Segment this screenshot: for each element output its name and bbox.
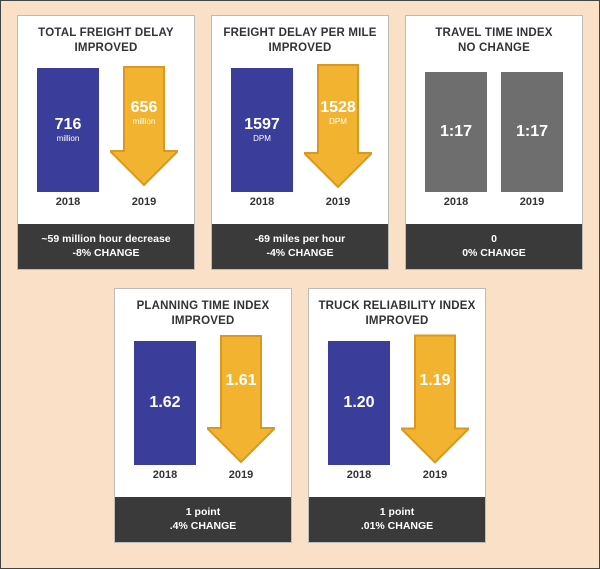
- bar-2018-value: 1.20: [343, 395, 374, 411]
- footer-line2: .4% CHANGE: [119, 519, 287, 533]
- bar-2019-label: 656 million: [113, 100, 175, 126]
- year-labels: 2018 2019: [125, 469, 281, 481]
- chart-area: 1.20 1.19 2018 2019: [309, 337, 485, 487]
- chart-area: 1.62 1.61 2018 2019: [115, 337, 291, 487]
- bar-2019-value: 1:17: [516, 124, 548, 140]
- bar-2019: 1:17: [501, 72, 563, 192]
- footer-line2: -4% CHANGE: [216, 246, 384, 260]
- bar-2019-unit: DPM: [307, 117, 369, 126]
- year-labels: 2018 2019: [28, 196, 184, 208]
- year-2018: 2018: [37, 196, 99, 208]
- card-footer: 0 0% CHANGE: [406, 224, 582, 269]
- bar-2019-value: 1528: [307, 100, 369, 116]
- bars: 1597 DPM 1528 DPM: [222, 64, 378, 192]
- year-2019: 2019: [307, 196, 369, 208]
- year-2019: 2019: [113, 196, 175, 208]
- card-title-line2: IMPROVED: [172, 315, 235, 327]
- year-2019: 2019: [210, 469, 272, 481]
- card-title: TRUCK RELIABILITY INDEX IMPROVED: [309, 289, 485, 337]
- down-arrow-icon: [207, 331, 275, 469]
- row-1: TOTAL FREIGHT DELAY IMPROVED 716 million…: [13, 15, 587, 270]
- bar-2019-arrow: 1.19: [404, 337, 466, 465]
- year-2019: 2019: [404, 469, 466, 481]
- card-title: TOTAL FREIGHT DELAY IMPROVED: [18, 16, 194, 64]
- bar-2019-arrow: 1528 DPM: [307, 64, 369, 192]
- card-title: TRAVEL TIME INDEX NO CHANGE: [406, 16, 582, 64]
- metric-card: TOTAL FREIGHT DELAY IMPROVED 716 million…: [17, 15, 195, 270]
- card-title-line2: IMPROVED: [75, 42, 138, 54]
- year-2019: 2019: [501, 196, 563, 208]
- footer-line1: -69 miles per hour: [255, 233, 345, 245]
- year-2018: 2018: [231, 196, 293, 208]
- card-title-line2: NO CHANGE: [458, 42, 530, 54]
- year-labels: 2018 2019: [319, 469, 475, 481]
- bar-2018: 1597 DPM: [231, 68, 293, 192]
- chart-area: 1:17 1:17 2018 2019: [406, 64, 582, 214]
- card-title: PLANNING TIME INDEX IMPROVED: [115, 289, 291, 337]
- metric-card: PLANNING TIME INDEX IMPROVED 1.62 1.61 2…: [114, 288, 292, 543]
- bar-2019-arrow: 656 million: [113, 64, 175, 192]
- infographic-root: TOTAL FREIGHT DELAY IMPROVED 716 million…: [13, 15, 587, 543]
- card-title-line1: TRUCK RELIABILITY INDEX: [318, 300, 475, 312]
- card-title-line1: FREIGHT DELAY PER MILE: [223, 27, 376, 39]
- footer-line2: -8% CHANGE: [22, 246, 190, 260]
- bar-2018: 1.20: [328, 341, 390, 465]
- footer-line1: 0: [491, 233, 497, 245]
- card-title-line1: TRAVEL TIME INDEX: [435, 27, 552, 39]
- year-labels: 2018 2019: [416, 196, 572, 208]
- year-2018: 2018: [134, 469, 196, 481]
- bar-2019-value: 1.61: [210, 373, 272, 389]
- bar-2018: 716 million: [37, 68, 99, 192]
- bars: 1.62 1.61: [125, 337, 281, 465]
- bar-2019-value: 656: [113, 100, 175, 116]
- bar-2018-unit: million: [57, 134, 80, 143]
- bar-2019-value: 1.19: [404, 373, 466, 389]
- chart-area: 716 million 656 million 2018 2019: [18, 64, 194, 214]
- down-arrow-icon: [110, 58, 178, 196]
- bars: 1.20 1.19: [319, 337, 475, 465]
- card-title-line1: TOTAL FREIGHT DELAY: [38, 27, 174, 39]
- bar-2019-label: 1.61: [210, 373, 272, 389]
- bar-2019-unit: million: [113, 117, 175, 126]
- bar-2018-value: 1597: [244, 117, 280, 133]
- card-footer: ~59 million hour decrease -8% CHANGE: [18, 224, 194, 269]
- metric-card: TRAVEL TIME INDEX NO CHANGE 1:17 1:17 20…: [405, 15, 583, 270]
- down-arrow-icon: [304, 58, 372, 196]
- bar-2019-label: 1528 DPM: [307, 100, 369, 126]
- footer-line2: .01% CHANGE: [313, 519, 481, 533]
- footer-line1: 1 point: [186, 506, 220, 518]
- card-title-line1: PLANNING TIME INDEX: [137, 300, 270, 312]
- footer-line1: 1 point: [380, 506, 414, 518]
- bar-2018-value: 1:17: [440, 124, 472, 140]
- footer-line2: 0% CHANGE: [410, 246, 578, 260]
- year-labels: 2018 2019: [222, 196, 378, 208]
- card-footer: -69 miles per hour -4% CHANGE: [212, 224, 388, 269]
- card-footer: 1 point .01% CHANGE: [309, 497, 485, 542]
- metric-card: TRUCK RELIABILITY INDEX IMPROVED 1.20 1.…: [308, 288, 486, 543]
- row-2: PLANNING TIME INDEX IMPROVED 1.62 1.61 2…: [13, 288, 587, 543]
- year-2018: 2018: [425, 196, 487, 208]
- footer-line1: ~59 million hour decrease: [41, 233, 170, 245]
- bars: 1:17 1:17: [416, 64, 572, 192]
- card-title-line2: IMPROVED: [269, 42, 332, 54]
- year-2018: 2018: [328, 469, 390, 481]
- metric-card: FREIGHT DELAY PER MILE IMPROVED 1597 DPM…: [211, 15, 389, 270]
- bar-2019-label: 1.19: [404, 373, 466, 389]
- chart-area: 1597 DPM 1528 DPM 2018 2019: [212, 64, 388, 214]
- card-title-line2: IMPROVED: [366, 315, 429, 327]
- bar-2018: 1.62: [134, 341, 196, 465]
- bar-2018: 1:17: [425, 72, 487, 192]
- bar-2018-unit: DPM: [253, 134, 271, 143]
- bar-2019-arrow: 1.61: [210, 337, 272, 465]
- card-footer: 1 point .4% CHANGE: [115, 497, 291, 542]
- bar-2018-value: 716: [55, 117, 82, 133]
- bars: 716 million 656 million: [28, 64, 184, 192]
- down-arrow-icon: [401, 331, 469, 469]
- bar-2018-value: 1.62: [149, 395, 180, 411]
- card-title: FREIGHT DELAY PER MILE IMPROVED: [212, 16, 388, 64]
